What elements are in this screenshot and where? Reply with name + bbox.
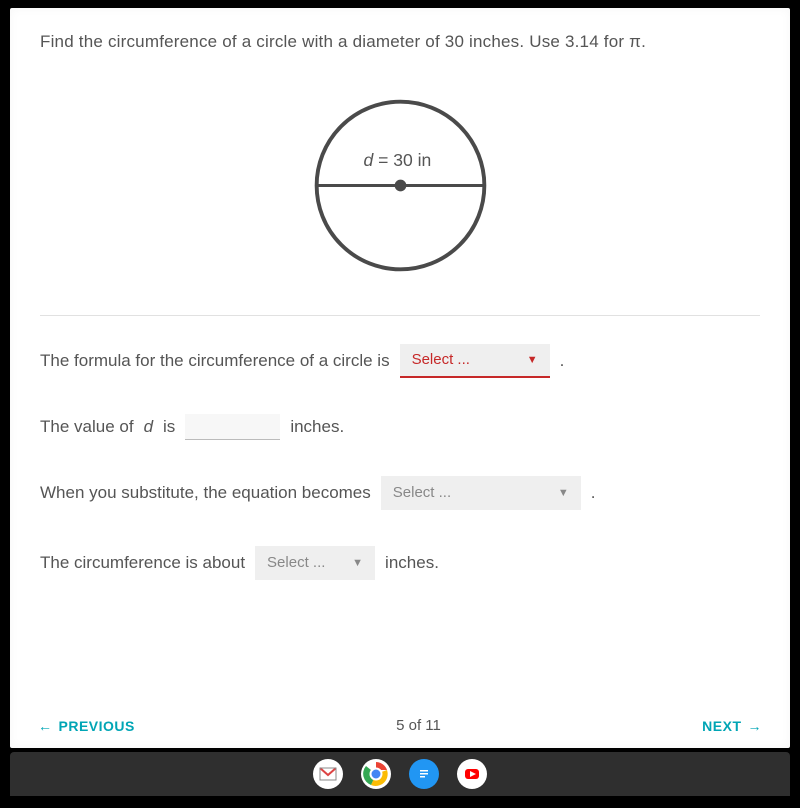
row-answer: The circumference is about Select ... ▼ … [40,546,760,580]
row-substitute: When you substitute, the equation become… [40,476,760,510]
docs-icon[interactable] [409,759,439,789]
select-formula[interactable]: Select ... ▼ [400,344,550,378]
prev-button[interactable]: ← PREVIOUS [38,718,135,734]
caret-down-icon: ▼ [527,354,538,366]
row3-period: . [591,483,596,503]
next-button[interactable]: NEXT → [702,718,762,734]
row-value: The value of d is inches. [40,414,760,440]
select-answer-label: Select ... [267,554,325,571]
youtube-icon[interactable] [457,759,487,789]
gmail-icon[interactable] [313,759,343,789]
row2-unit: inches. [290,417,344,437]
select-equation[interactable]: Select ... ▼ [381,476,581,510]
arrow-left-icon: ← [38,718,53,734]
figure-container: d = 30 in [40,82,760,305]
caret-down-icon: ▼ [558,487,569,499]
select-answer[interactable]: Select ... ▼ [255,546,375,580]
diameter-label: d = 30 in [363,150,431,170]
page-count: 5 of 11 [396,717,441,734]
row1-period: . [560,351,565,371]
chrome-icon[interactable] [361,759,391,789]
row4-text: The circumference is about [40,553,245,573]
circle-diagram: d = 30 in [303,88,498,283]
select-formula-label: Select ... [412,351,470,368]
value-input[interactable] [185,414,280,440]
row4-unit: inches. [385,553,439,573]
row2-var: d [144,417,153,437]
prev-label: PREVIOUS [59,718,135,734]
arrow-right-icon: → [748,718,763,734]
caret-down-icon: ▼ [352,557,363,569]
center-dot [394,179,406,191]
pager: ← PREVIOUS 5 of 11 NEXT → [10,717,790,734]
row1-text: The formula for the circumference of a c… [40,351,390,371]
row3-text: When you substitute, the equation become… [40,483,371,503]
select-equation-label: Select ... [393,484,451,501]
row2-pre: The value of [40,417,134,437]
row-formula: The formula for the circumference of a c… [40,344,760,378]
row2-post: is [163,417,175,437]
next-label: NEXT [702,718,741,734]
taskbar [10,752,790,796]
section-divider [40,315,760,316]
question-text: Find the circumference of a circle with … [40,30,760,54]
app-screen: Find the circumference of a circle with … [10,8,790,748]
